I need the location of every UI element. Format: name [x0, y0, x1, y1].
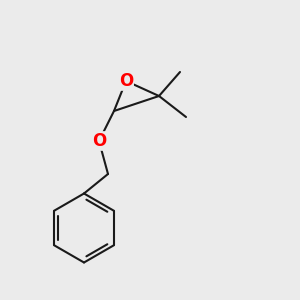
Text: O: O [119, 72, 133, 90]
Text: O: O [92, 132, 106, 150]
